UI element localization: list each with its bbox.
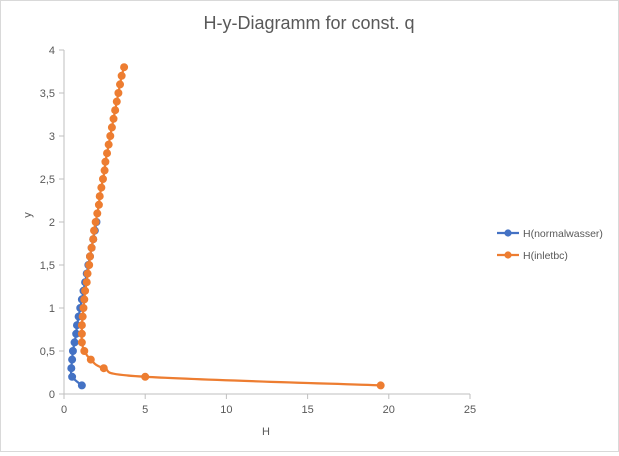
data-point (141, 372, 150, 381)
data-point (112, 97, 121, 106)
data-point (100, 166, 109, 175)
x-tick-label: 20 (383, 404, 395, 416)
legend-label: H(inletbc) (523, 250, 568, 262)
data-point (120, 63, 129, 72)
legend-label: H(normalwasser) (523, 228, 603, 240)
data-point (116, 80, 125, 89)
x-tick-label: 15 (301, 404, 313, 416)
x-tick-label: 10 (220, 404, 232, 416)
y-tick-label: 2 (49, 217, 55, 229)
data-point (70, 338, 79, 347)
data-point (99, 364, 108, 373)
data-point (82, 278, 91, 287)
data-point (103, 149, 112, 158)
data-point (91, 217, 100, 226)
data-point (107, 123, 116, 132)
y-tick-label: 3,5 (40, 88, 55, 100)
data-point (89, 235, 98, 244)
data-point (87, 243, 96, 252)
data-point (68, 346, 77, 355)
data-point (101, 157, 110, 166)
data-point (117, 71, 126, 80)
data-point (111, 106, 120, 115)
data-point (94, 200, 103, 209)
y-tick-label: 0,5 (40, 346, 55, 358)
data-point (93, 209, 102, 218)
data-point (86, 355, 95, 364)
data-point (98, 174, 107, 183)
legend-item: H(normalwasser) (497, 228, 603, 240)
data-point (114, 89, 123, 98)
data-point (68, 355, 77, 364)
data-point (67, 364, 76, 373)
data-point (68, 372, 77, 381)
data-point (85, 260, 94, 269)
data-point (104, 140, 113, 149)
data-point (85, 252, 94, 261)
legend-item: H(inletbc) (497, 250, 568, 262)
legend: H(normalwasser) H(inletbc) (497, 228, 603, 262)
data-point (80, 295, 89, 304)
y-tick-label: 1,5 (40, 260, 55, 272)
data-point (79, 303, 88, 312)
data-point (376, 381, 385, 390)
y-tick-label: 1 (49, 303, 55, 315)
series-2 (77, 63, 385, 390)
x-tick-label: 25 (464, 404, 476, 416)
data-point (109, 114, 118, 123)
axis-layer: 0 5 10 15 20 25 0 0,5 1 1,5 2 2,5 3 3,5 4 (40, 45, 476, 416)
data-point (106, 131, 115, 140)
chart-title: H-y-Diagramm for const. q (203, 13, 414, 33)
data-point (80, 346, 89, 355)
data-point (77, 381, 86, 390)
y-tick-label: 4 (49, 45, 55, 57)
data-point (77, 329, 86, 338)
data-point (81, 286, 90, 295)
data-point (83, 269, 92, 278)
y-tick-label: 2,5 (40, 174, 55, 186)
y-tick-label: 0 (49, 389, 55, 401)
legend-marker (504, 251, 512, 259)
data-point (90, 226, 99, 235)
series-layer (67, 63, 385, 390)
data-point (95, 192, 104, 201)
x-tick-label: 0 (61, 404, 67, 416)
legend-marker (504, 229, 512, 237)
data-point (77, 338, 86, 347)
data-point (77, 321, 86, 330)
data-point (97, 183, 106, 192)
y-tick-label: 3 (49, 131, 55, 143)
data-point (78, 312, 87, 321)
y-axis-label: y (22, 212, 34, 218)
x-axis-label: H (262, 426, 270, 438)
x-tick-label: 5 (142, 404, 148, 416)
series-line (80, 66, 382, 387)
